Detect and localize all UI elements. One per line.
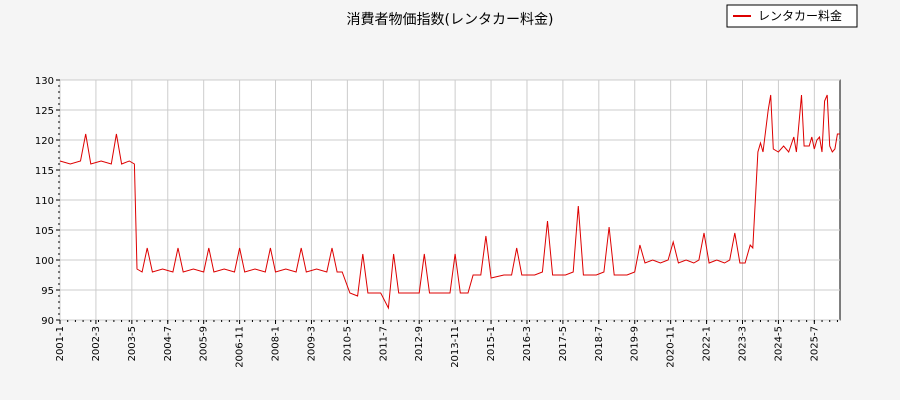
x-tick-label: 2017-5 <box>558 326 569 361</box>
legend-box <box>726 4 858 28</box>
x-tick-label: 2012-9 <box>414 326 425 361</box>
x-tick-label: 2024-5 <box>773 326 784 361</box>
x-tick-label: 2019-9 <box>630 326 641 361</box>
series-line <box>59 94 840 310</box>
x-tick-label: 2004-7 <box>163 326 174 361</box>
x-tick-label: 2009-3 <box>306 326 317 361</box>
y-tick-label: 120 <box>35 136 54 147</box>
series-layer <box>59 94 840 310</box>
x-tick-label: 2022-1 <box>702 326 713 361</box>
x-tick-label: 2001-1 <box>55 326 66 361</box>
x-tick-label: 2010-5 <box>342 326 353 361</box>
y-tick-label: 105 <box>35 226 54 237</box>
x-tick-label: 2003-5 <box>127 326 138 361</box>
y-tick-label: 110 <box>35 196 54 207</box>
y-axis: 90 95 100 105 110 115 120 125 130 <box>35 76 60 327</box>
x-tick-label: 2006-11 <box>235 326 246 368</box>
y-tick-label: 100 <box>35 256 54 267</box>
y-tick-label: 125 <box>35 106 54 117</box>
x-tick-label: 2015-1 <box>486 326 497 361</box>
x-tick-label: 2018-7 <box>594 326 605 361</box>
x-tick-label: 2008-1 <box>271 326 282 361</box>
x-tick-label: 2025-7 <box>809 326 820 361</box>
y-tick-label: 95 <box>41 286 54 297</box>
chart-title: 消費者物価指数(レンタカー料金) <box>347 12 554 28</box>
legend-label: レンタカー料金 <box>758 8 842 23</box>
y-tick-label: 90 <box>41 316 54 327</box>
y-tick-label: 130 <box>35 76 54 87</box>
x-tick-label: 2020-11 <box>666 326 677 368</box>
x-axis: 2001-1 2002-3 2003-5 2004-7 2005-9 2006-11 200… <box>55 320 838 368</box>
x-tick-label: 2013-11 <box>450 326 461 368</box>
y-tick-label: 115 <box>35 166 54 177</box>
x-tick-label: 2005-9 <box>199 326 210 361</box>
x-tick-label: 2011-7 <box>378 326 389 361</box>
x-tick-label: 2016-3 <box>522 326 533 361</box>
legend[interactable]: レンタカー料金 <box>726 4 858 28</box>
x-tick-label: 2002-3 <box>91 326 102 361</box>
x-tick-label: 2023-3 <box>738 326 749 361</box>
